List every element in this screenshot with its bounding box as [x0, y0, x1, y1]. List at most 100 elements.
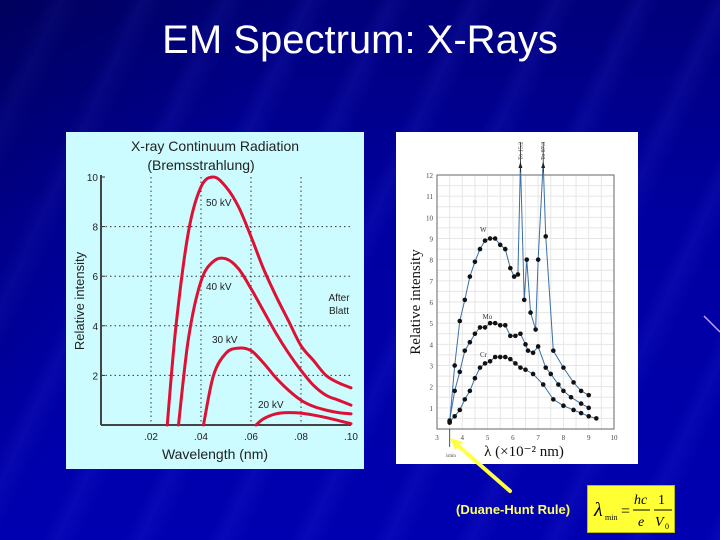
data-point	[457, 369, 463, 375]
data-point	[533, 327, 538, 332]
data-point	[523, 367, 528, 373]
y-tick-label: 7	[430, 278, 434, 286]
data-point	[515, 272, 521, 277]
data-point	[578, 410, 584, 416]
formula-V: V	[655, 515, 665, 530]
y-tick-label: 8	[430, 257, 434, 265]
data-point	[497, 242, 503, 248]
x-axis-label: λ (×10⁻² nm)	[484, 444, 564, 460]
x-tick-label: .04	[194, 432, 208, 443]
y-tick-label: 3	[430, 363, 434, 371]
data-point	[561, 388, 566, 394]
series-label: Mo	[483, 313, 493, 321]
data-point	[492, 236, 498, 241]
data-point	[551, 397, 556, 402]
data-point	[462, 397, 468, 402]
data-point	[462, 297, 468, 303]
x-tick-label: 10	[611, 434, 619, 442]
data-point	[561, 403, 566, 409]
slide-title: EM Spectrum: X-Rays	[162, 18, 558, 62]
data-point	[571, 380, 576, 385]
bremsstrahlung-plot: X-ray Continuum Radiation (Bremsstrahlung…	[72, 138, 358, 462]
source-annotation: After	[328, 293, 350, 304]
data-point	[508, 333, 513, 339]
data-point	[524, 257, 530, 262]
y-axis-label: Relative intensity	[408, 249, 424, 355]
data-point	[457, 318, 463, 324]
characteristic-xray-chart: 1 2 3 4 5 6 7 8 9 10 11 12 3 4 5 6 7 8 9 10 Relative intensi…	[396, 132, 638, 464]
data-point	[477, 246, 483, 252]
data-point	[535, 344, 541, 349]
curve-label: 50 kV	[206, 198, 232, 209]
y-tick-label: 8	[92, 223, 98, 234]
curve-20kv	[254, 411, 353, 427]
curve-30kv	[202, 346, 353, 427]
data-point	[497, 354, 503, 360]
curve-50kv	[165, 175, 353, 427]
formula-lambda-sub: min	[605, 513, 617, 522]
data-point	[487, 236, 493, 241]
plot-frame	[436, 174, 615, 430]
data-point	[543, 365, 549, 370]
data-point	[452, 414, 457, 419]
data-point	[502, 246, 508, 252]
data-point	[528, 310, 533, 315]
y-tick-label: 4	[430, 341, 434, 349]
data-point	[467, 388, 473, 394]
data-point	[530, 371, 536, 377]
data-point	[452, 388, 457, 394]
series-line-w	[449, 162, 589, 423]
data-point	[482, 238, 488, 243]
curve-label: 40 kV	[206, 282, 232, 293]
data-point	[487, 320, 493, 326]
data-point	[548, 371, 554, 377]
duane-hunt-caption: (Duane-Hunt Rule)	[456, 502, 571, 517]
x-tick-label: .08	[294, 432, 308, 443]
y-tick-label: 5	[430, 320, 434, 328]
formula-one: 1	[658, 493, 665, 508]
arrow-up-icon	[541, 162, 546, 168]
data-point	[586, 405, 592, 411]
y-axis-label: Relative intensity	[72, 251, 87, 350]
x-tick-label: 9	[587, 434, 591, 442]
x-axis-label: Wavelength (nm)	[162, 446, 268, 462]
data-point	[523, 342, 528, 347]
data-point	[447, 419, 452, 424]
y-tick-label: 6	[92, 272, 98, 283]
y-tick-label: 2	[92, 371, 98, 382]
data-point	[561, 365, 566, 370]
bremsstrahlung-chart: X-ray Continuum Radiation (Bremsstrahlung…	[66, 132, 364, 469]
data-point	[452, 363, 457, 368]
data-point	[508, 265, 513, 271]
y-tick-label: 11	[426, 193, 433, 201]
peak-label: To 87.3	[541, 142, 547, 160]
y-tick-label: 12	[426, 172, 434, 180]
data-point	[521, 297, 527, 303]
data-point	[513, 333, 518, 339]
data-point	[556, 382, 561, 387]
x-tick-label: 5	[486, 434, 490, 442]
x-tick-label: 7	[536, 434, 540, 442]
data-point	[492, 354, 498, 360]
source-annotation: Blatt	[329, 306, 349, 317]
peak-label: To 15.2	[518, 142, 524, 160]
data-point	[518, 331, 523, 337]
data-point	[518, 365, 523, 370]
curve-label: 20 kV	[258, 400, 284, 411]
data-point	[462, 348, 468, 353]
data-point	[482, 361, 488, 366]
x-tick-label: 6	[511, 434, 515, 442]
x-tick-label: 4	[461, 434, 465, 442]
lambda-min-label: λmin	[446, 454, 457, 459]
x-tick-label: .06	[244, 432, 258, 443]
chart-title: X-ray Continuum Radiation	[131, 138, 299, 154]
data-point	[477, 325, 483, 330]
x-tick-label: .10	[344, 432, 358, 443]
data-point	[551, 348, 556, 353]
formula-e: e	[638, 515, 644, 530]
data-point	[540, 382, 546, 387]
data-point	[477, 365, 483, 370]
data-point	[578, 401, 584, 406]
data-point	[502, 322, 508, 328]
y-tick-label: 6	[430, 299, 434, 307]
